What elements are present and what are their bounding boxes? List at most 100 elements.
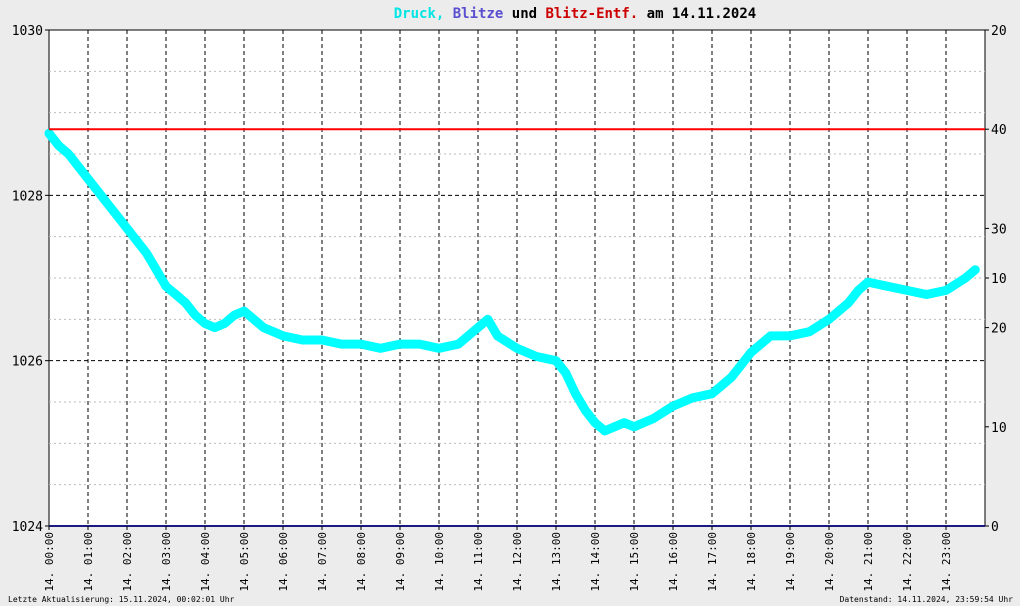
right-tick-label: 40 (991, 123, 1007, 138)
x-tick-label: 14. 08:00 (355, 532, 368, 592)
x-tick-label: 14. 14:00 (589, 532, 602, 592)
series-point (788, 334, 792, 338)
series-point (710, 392, 714, 396)
x-tick-label: 14. 13:00 (550, 532, 563, 592)
series-point (203, 321, 207, 325)
series-point (193, 313, 197, 317)
series-point (944, 288, 948, 292)
series-point (593, 421, 597, 425)
series-point (847, 301, 850, 305)
right-tick-label: 10 (991, 421, 1007, 436)
x-tick-label: 14. 02:00 (121, 532, 134, 592)
series-point (281, 334, 285, 338)
title-part: Druck, (394, 6, 445, 22)
series-point (47, 131, 51, 135)
series-point (232, 313, 236, 317)
x-tick-label: 14. 21:00 (862, 532, 875, 592)
x-tick-label: 14. 09:00 (394, 532, 407, 592)
footer-last-update: Letzte Aktualisierung: 15.11.2024, 00:02… (8, 595, 235, 604)
series-point (486, 317, 490, 321)
series-point (125, 226, 129, 230)
right-tick-label: 0 (991, 520, 999, 535)
series-point (827, 317, 831, 321)
series-point (271, 330, 275, 334)
series-point (418, 342, 421, 346)
series-point (554, 359, 558, 363)
series-point (515, 346, 519, 350)
title-part: am 14.11.2024 (638, 6, 756, 22)
series-point (213, 326, 217, 330)
x-tick-label: 14. 04:00 (199, 532, 212, 592)
title-part: Blitze (444, 6, 503, 22)
series-point (973, 268, 977, 272)
series-point (242, 309, 246, 313)
series-point (154, 268, 158, 272)
footer-data-state: Datenstand: 14.11.2024, 23:59:54 Uhr (840, 595, 1014, 604)
series-point (964, 276, 967, 280)
x-tick-label: 14. 00:00 (43, 532, 56, 592)
left-tick-label: 1030 (12, 24, 43, 39)
series-point (886, 284, 889, 288)
series-point (730, 375, 733, 379)
series-point (320, 338, 324, 342)
series-point (457, 342, 460, 346)
chart-title: Druck, Blitze und Blitz-Entf. am 14.11.2… (394, 6, 756, 22)
right-axis: 20 40 30 10 20 10 0 (985, 24, 1007, 535)
left-axis: 1030 1028 1026 1024 (12, 24, 49, 535)
series-point (837, 309, 841, 313)
series-point (652, 417, 655, 421)
series-point (96, 189, 100, 193)
series-point (691, 396, 694, 400)
pressure-series-line (48, 132, 976, 433)
x-tick-label: 14. 10:00 (433, 532, 446, 592)
x-tick-label: 14. 03:00 (160, 532, 173, 592)
series-point (437, 346, 441, 350)
x-tick-label: 14. 16:00 (667, 532, 680, 592)
series-point (115, 214, 119, 218)
right-tick-label: 30 (991, 222, 1007, 237)
series-point (252, 317, 256, 321)
series-point (925, 293, 928, 297)
x-tick-label: 14. 12:00 (511, 532, 524, 592)
x-axis: 14. 00:00 14. 01:00 14. 02:00 14. 03:00 14. … (43, 526, 953, 592)
series-point (67, 152, 70, 156)
series-point (359, 342, 363, 346)
series-point (574, 392, 577, 396)
series-point (603, 429, 607, 433)
x-tick-label: 14. 11:00 (472, 532, 485, 592)
x-tick-label: 14. 15:00 (628, 532, 641, 592)
title-part: Blitz-Entf. (537, 6, 638, 22)
series-point (164, 284, 168, 288)
series-point (622, 421, 626, 425)
series-point (535, 355, 538, 359)
series-point (301, 338, 304, 342)
series-point (866, 280, 870, 284)
series-point (145, 251, 148, 255)
x-tick-label: 14. 20:00 (823, 532, 836, 592)
series-point (613, 425, 616, 429)
series-point (174, 293, 178, 297)
right-tick-label: 20 (991, 322, 1007, 337)
title-part: und (503, 6, 537, 22)
series-point (57, 144, 61, 148)
series-point (769, 334, 772, 338)
x-tick-label: 14. 06:00 (277, 532, 290, 592)
series-point (905, 288, 909, 292)
series-point (476, 326, 480, 330)
series-point (671, 404, 675, 408)
series-point (583, 408, 587, 412)
x-tick-label: 14. 01:00 (82, 532, 95, 592)
series-point (749, 350, 753, 354)
series-point (379, 346, 382, 350)
series-point (135, 239, 139, 243)
series-point (496, 334, 499, 338)
series-point (720, 383, 724, 387)
series-point (106, 202, 109, 206)
x-tick-label: 14. 23:00 (940, 532, 953, 592)
series-point (223, 321, 226, 325)
series-point (262, 326, 265, 330)
series-point (808, 330, 811, 334)
right-tick-label: 20 (991, 24, 1007, 39)
left-tick-label: 1028 (12, 189, 43, 204)
